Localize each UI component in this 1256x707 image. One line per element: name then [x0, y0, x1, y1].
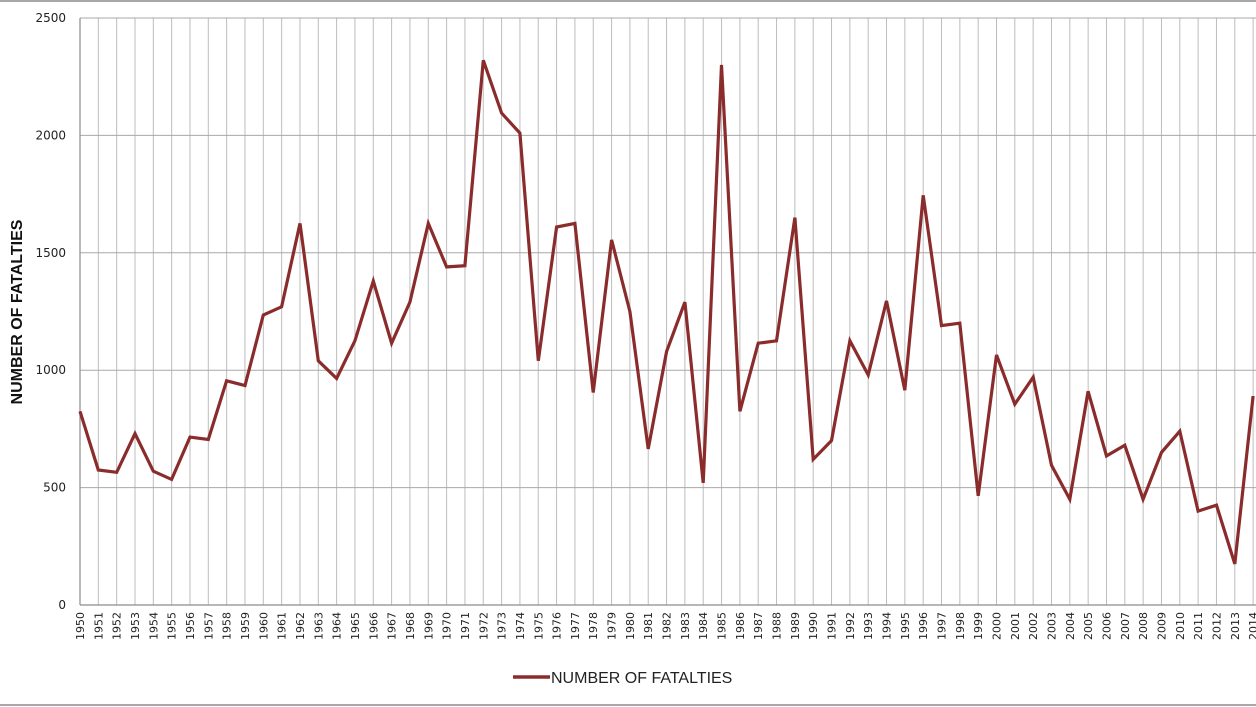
x-tick-label: 1994 — [881, 612, 894, 640]
x-tick-label: 2009 — [1155, 612, 1168, 640]
x-tick-label: 1989 — [789, 612, 802, 640]
x-tick-label: 1978 — [587, 612, 600, 640]
x-tick-label: 1966 — [367, 612, 380, 640]
x-tick-label: 1969 — [422, 612, 435, 640]
x-tick-label: 1981 — [642, 612, 655, 640]
x-tick-label: 1958 — [221, 612, 234, 640]
x-tick-label: 2008 — [1137, 612, 1150, 640]
x-tick-label: 1973 — [496, 612, 509, 640]
y-tick-label: 2500 — [35, 11, 66, 25]
grid-lines — [79, 17, 1256, 606]
x-axis-ticks: 1950 1951 1952 1953 1954 1955 1956 1957 1958 1959… — [74, 612, 1256, 640]
series-line-fatalities — [78, 59, 1255, 565]
y-tick-label: 500 — [43, 481, 66, 495]
x-tick-label: 1951 — [92, 612, 105, 640]
x-tick-label: 1972 — [477, 612, 490, 640]
x-tick-label: 1984 — [697, 612, 710, 640]
x-tick-label: 1983 — [679, 612, 692, 640]
y-tick-label: 1000 — [35, 363, 66, 377]
x-tick-label: 1954 — [147, 612, 160, 640]
x-tick-label: 1991 — [826, 612, 839, 640]
x-tick-label: 1950 — [74, 612, 87, 640]
x-tick-label: 1971 — [459, 612, 472, 640]
x-tick-label: 2013 — [1229, 612, 1242, 640]
x-tick-label: 1962 — [294, 612, 307, 640]
x-tick-label: 1964 — [331, 612, 344, 640]
x-tick-label: 1980 — [624, 612, 637, 640]
x-tick-label: 1968 — [404, 612, 417, 640]
x-tick-label: 1995 — [899, 612, 912, 640]
legend: NUMBER OF FATALTIES — [513, 670, 732, 687]
x-tick-label: 2001 — [1009, 612, 1022, 640]
x-tick-label: 1955 — [166, 612, 179, 640]
x-tick-label: 1992 — [844, 612, 857, 640]
x-tick-label: 1959 — [239, 612, 252, 640]
x-tick-label: 1985 — [716, 612, 729, 640]
x-tick-label: 1952 — [111, 612, 124, 640]
x-tick-label: 1970 — [441, 612, 454, 640]
x-tick-label: 2000 — [991, 612, 1004, 640]
x-tick-label: 2005 — [1082, 612, 1095, 640]
y-axis-ticks: 0 500 1000 1500 2000 2500 — [35, 11, 66, 612]
x-tick-label: 1961 — [276, 612, 289, 640]
x-tick-label: 1976 — [551, 612, 564, 640]
x-tick-label: 2006 — [1100, 612, 1113, 640]
x-tick-label: 1953 — [129, 612, 142, 640]
x-tick-label: 1974 — [514, 612, 527, 640]
x-tick-label: 1975 — [532, 612, 545, 640]
x-tick-label: 1996 — [917, 612, 930, 640]
x-tick-label: 1997 — [936, 612, 949, 640]
series-layer — [78, 59, 1255, 565]
x-tick-label: 1963 — [312, 612, 325, 640]
x-tick-label: 2014 — [1247, 612, 1256, 640]
x-tick-label: 1979 — [606, 612, 619, 640]
x-tick-label: 2003 — [1045, 612, 1058, 640]
y-tick-label: 2000 — [35, 128, 66, 142]
legend-label: NUMBER OF FATALTIES — [551, 670, 732, 687]
x-tick-label: 2004 — [1064, 612, 1077, 640]
x-tick-label: 1986 — [734, 612, 747, 640]
x-tick-label: 1977 — [569, 612, 582, 640]
y-tick-label: 0 — [58, 598, 66, 612]
x-tick-label: 2010 — [1174, 612, 1187, 640]
y-axis-label: NUMBER OF FATALTIES — [9, 219, 26, 404]
x-tick-label: 2012 — [1210, 612, 1223, 640]
y-tick-label: 1500 — [35, 246, 66, 260]
x-tick-label: 1957 — [202, 612, 215, 640]
x-tick-label: 1990 — [807, 612, 820, 640]
x-tick-label: 2007 — [1119, 612, 1132, 640]
x-tick-label: 1999 — [972, 612, 985, 640]
x-tick-label: 2011 — [1192, 612, 1205, 640]
x-tick-label: 1967 — [386, 612, 399, 640]
x-tick-label: 1993 — [862, 612, 875, 640]
x-tick-label: 1988 — [771, 612, 784, 640]
x-tick-label: 1998 — [954, 612, 967, 640]
x-tick-label: 1982 — [661, 612, 674, 640]
x-tick-label: 1956 — [184, 612, 197, 640]
x-tick-label: 2002 — [1027, 612, 1040, 640]
x-tick-label: 1987 — [752, 612, 765, 640]
x-tick-label: 1965 — [349, 612, 362, 640]
x-tick-label: 1960 — [257, 612, 270, 640]
